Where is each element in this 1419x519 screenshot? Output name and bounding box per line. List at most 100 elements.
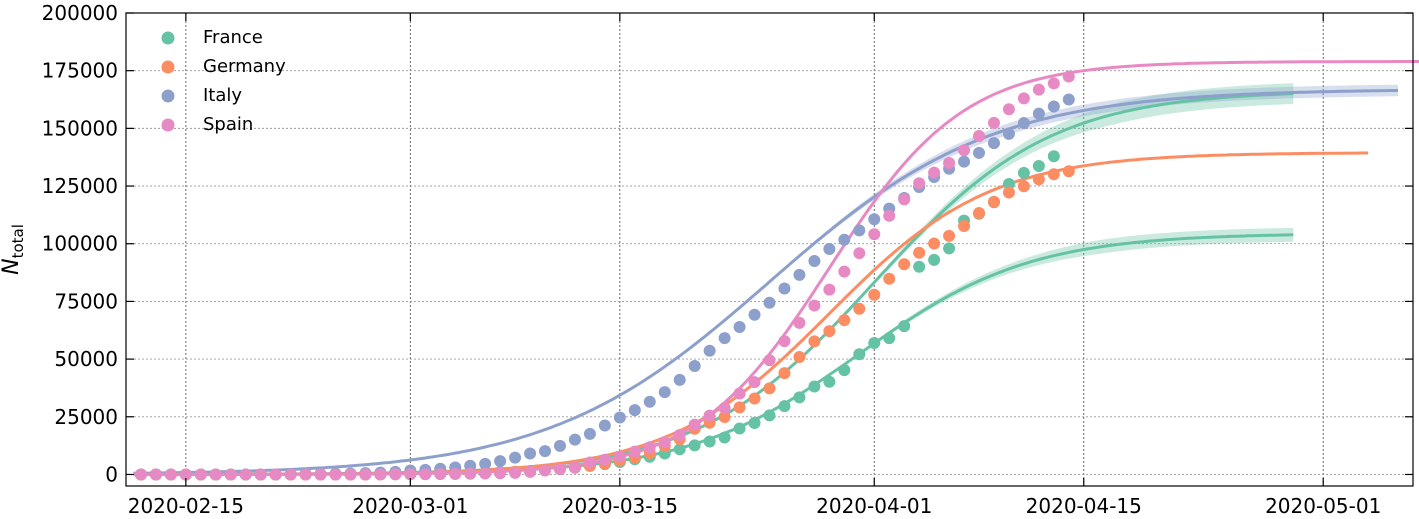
y-tick-label: 150000 xyxy=(42,116,118,140)
y-tick-label: 175000 xyxy=(42,59,118,83)
data-point-france xyxy=(838,364,851,377)
data-point-italy xyxy=(1017,117,1030,130)
y-axis-label-subscript: total xyxy=(9,224,27,258)
data-point-germany xyxy=(823,325,836,338)
data-point-italy xyxy=(479,457,492,470)
data-point-spain xyxy=(583,456,596,469)
data-point-italy xyxy=(1062,93,1075,106)
data-point-germany xyxy=(1017,180,1030,193)
data-point-spain xyxy=(808,299,821,312)
legend-marker-spain xyxy=(161,118,175,132)
legend: France Germany Italy Spain xyxy=(161,27,286,135)
data-point-spain xyxy=(434,468,447,481)
legend-marker-germany xyxy=(161,60,175,74)
data-point-spain xyxy=(464,467,477,480)
data-point-italy xyxy=(524,447,537,460)
data-point-spain xyxy=(539,464,552,477)
data-point-italy xyxy=(1032,107,1045,120)
x-tick-label: 2020-05-01 xyxy=(1265,494,1381,518)
y-axis-title: Ntotal xyxy=(0,224,27,275)
data-point-spain xyxy=(868,228,881,241)
data-point-spain xyxy=(568,461,581,474)
data-point-germany xyxy=(868,288,881,301)
data-point-spain xyxy=(763,354,776,367)
data-point-germany xyxy=(958,219,971,232)
data-point-spain xyxy=(389,468,402,481)
data-point-france xyxy=(808,380,821,393)
data-point-france xyxy=(703,435,716,448)
data-point-france xyxy=(733,422,746,435)
data-point-italy xyxy=(494,455,507,468)
data-point-spain xyxy=(943,156,956,169)
data-point-spain xyxy=(179,468,192,481)
y-tick-label: 125000 xyxy=(42,174,118,198)
data-point-spain xyxy=(254,468,267,481)
y-tick-label: 75000 xyxy=(54,289,118,313)
data-point-germany xyxy=(718,411,731,424)
x-tick-label: 2020-02-15 xyxy=(128,494,244,518)
data-point-france xyxy=(1047,150,1060,163)
data-point-spain xyxy=(987,116,1000,129)
data-point-spain xyxy=(1062,70,1075,83)
data-point-germany xyxy=(793,351,806,364)
legend-marker-france xyxy=(161,31,175,45)
data-point-germany xyxy=(763,382,776,395)
data-point-spain xyxy=(314,468,327,481)
data-point-france xyxy=(673,443,686,456)
y-axis-label: Ntotal xyxy=(0,224,27,275)
y-tick-label: 0 xyxy=(105,462,118,486)
legend-label-germany: Germany xyxy=(203,56,286,77)
data-point-germany xyxy=(1062,165,1075,178)
data-point-france xyxy=(763,409,776,422)
data-point-spain xyxy=(823,283,836,296)
data-point-spain xyxy=(628,445,641,458)
data-point-spain xyxy=(329,468,342,481)
data-point-spain xyxy=(404,468,417,481)
plot-frame xyxy=(125,12,1414,487)
data-point-italy xyxy=(553,439,566,452)
data-point-italy xyxy=(583,427,596,440)
data-point-italy xyxy=(509,451,522,464)
data-point-spain xyxy=(958,144,971,157)
data-point-spain xyxy=(299,468,312,481)
data-point-spain xyxy=(479,467,492,480)
axes: 2020-02-15 2020-03-01 2020-03-15 2020-04-01… xyxy=(42,1,1414,518)
data-point-spain xyxy=(1002,103,1015,116)
legend-label-italy: Italy xyxy=(203,85,242,106)
data-point-italy xyxy=(673,373,686,386)
data-point-germany xyxy=(913,246,926,259)
data-point-italy xyxy=(688,360,701,373)
data-point-italy xyxy=(838,233,851,246)
data-point-spain xyxy=(853,247,866,260)
data-point-spain xyxy=(269,468,282,481)
data-point-france xyxy=(688,439,701,452)
data-point-germany xyxy=(943,229,956,242)
data-point-germany xyxy=(973,207,986,220)
data-point-spain xyxy=(1017,92,1030,105)
data-point-spain xyxy=(134,468,147,481)
data-point-spain xyxy=(284,468,297,481)
data-point-france xyxy=(868,336,881,349)
data-point-france xyxy=(718,431,731,444)
data-point-italy xyxy=(748,308,761,321)
fit-curve-italy xyxy=(133,89,1398,475)
data-point-france xyxy=(928,253,941,266)
data-point-spain xyxy=(748,376,761,389)
data-point-france xyxy=(898,320,911,333)
fit-curve-spain xyxy=(133,60,1419,476)
data-point-spain xyxy=(149,468,162,481)
data-point-spain xyxy=(449,468,462,481)
data-point-germany xyxy=(898,258,911,271)
data-point-spain xyxy=(973,129,986,142)
data-point-germany xyxy=(883,272,896,285)
data-point-spain xyxy=(359,468,372,481)
y-axis-label-main: N xyxy=(0,258,24,274)
data-point-france xyxy=(1032,159,1045,172)
x-tick-label: 2020-03-15 xyxy=(562,494,678,518)
data-point-italy xyxy=(628,404,641,417)
data-point-france xyxy=(853,348,866,361)
data-point-spain xyxy=(643,441,656,454)
data-point-italy xyxy=(808,255,821,268)
data-point-spain xyxy=(1047,77,1060,90)
